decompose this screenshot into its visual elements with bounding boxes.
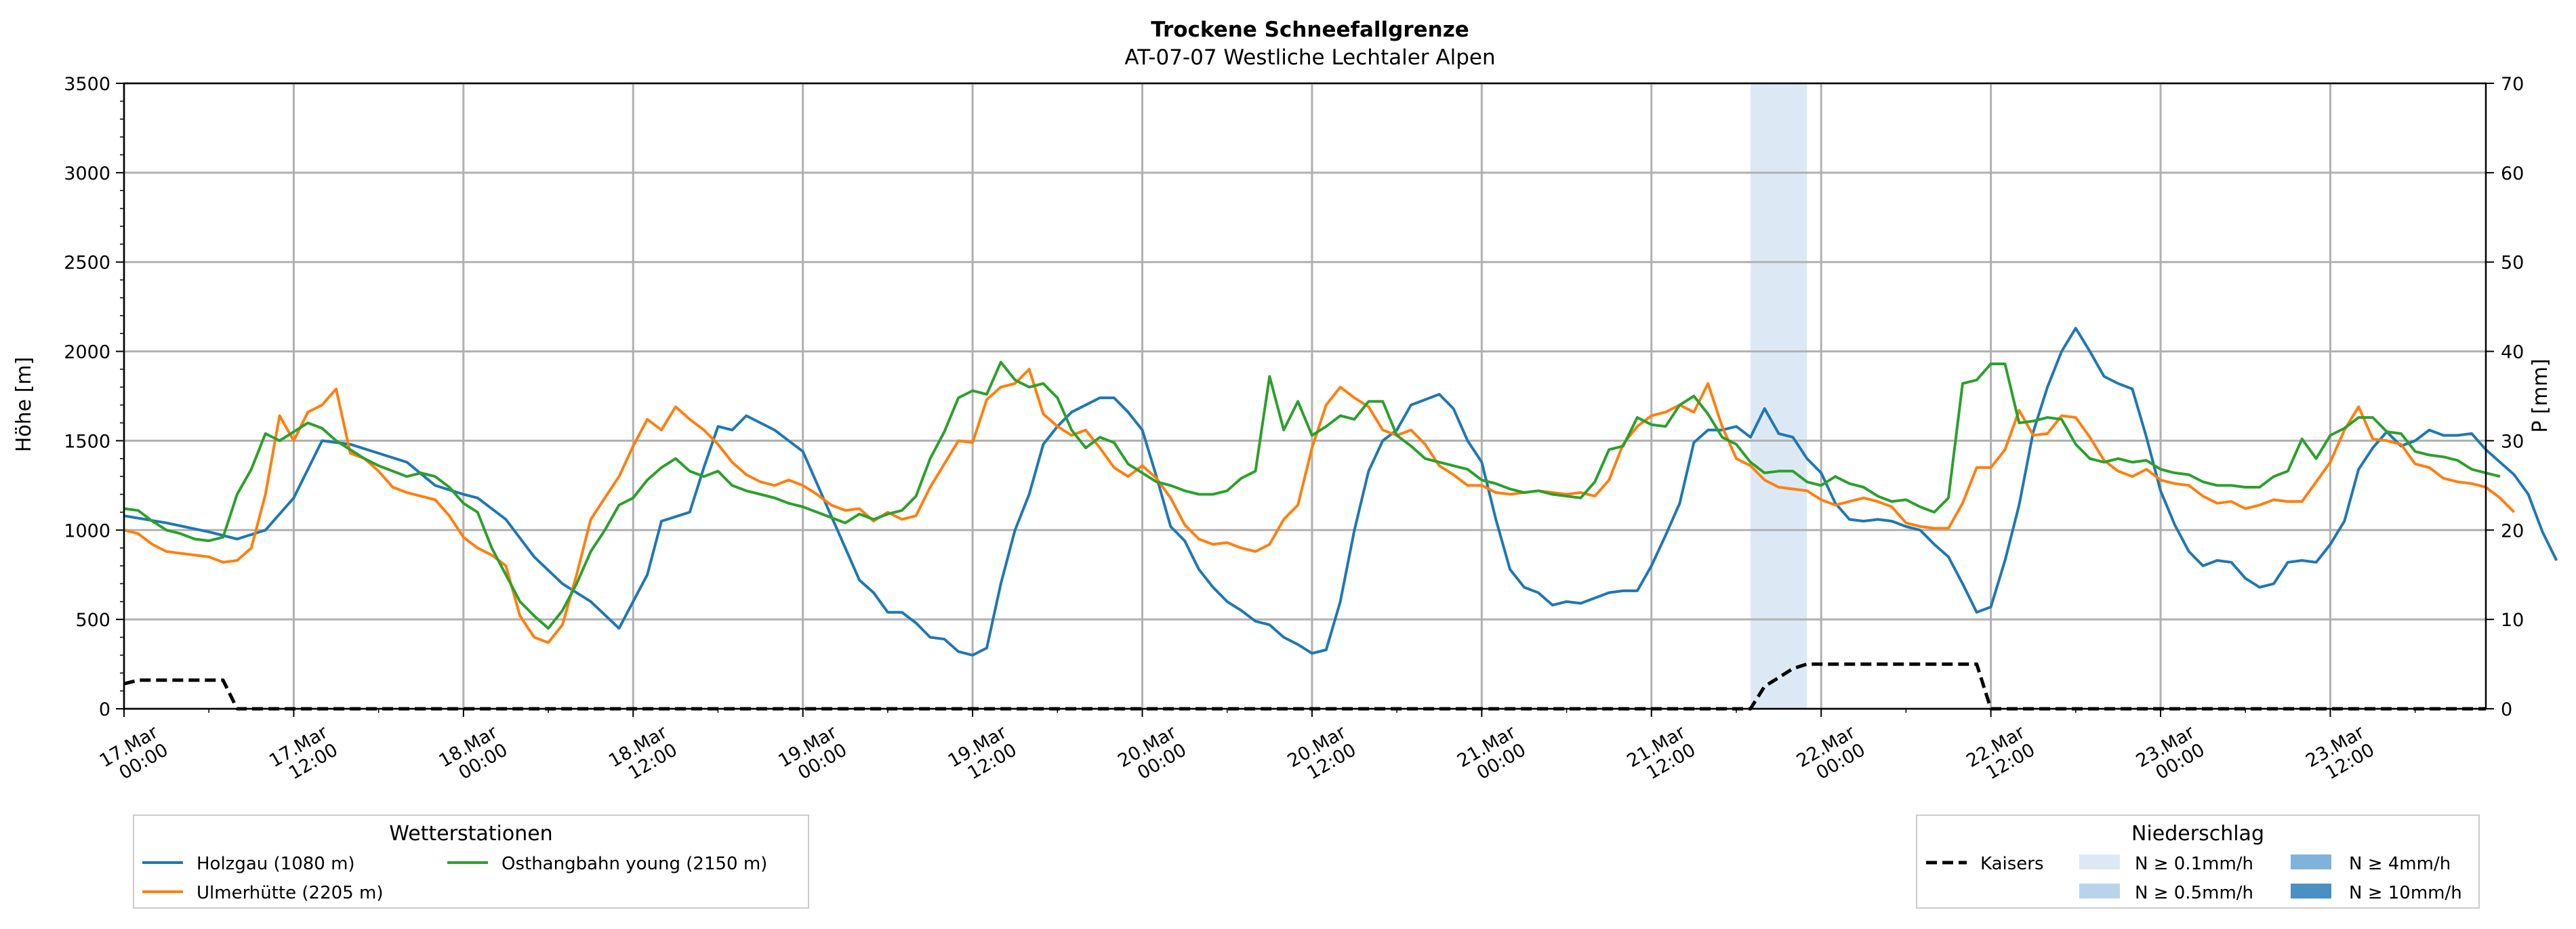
y2-tick-label-40: 40 bbox=[2501, 342, 2524, 363]
legend-label-precip-10: N ≥ 10mm/h bbox=[2349, 883, 2462, 903]
y-tick-label-1000: 1000 bbox=[64, 520, 110, 541]
legend-label-osthangbahn: Osthangbahn young (2150 m) bbox=[502, 854, 767, 874]
y2-tick-label-0: 0 bbox=[2501, 699, 2512, 720]
y-tick-label-500: 500 bbox=[75, 610, 110, 631]
y-tick-label-1500: 1500 bbox=[64, 431, 110, 452]
plot-frame bbox=[123, 82, 2487, 710]
legend-label-holzgau: Holzgau (1080 m) bbox=[197, 854, 355, 874]
legend-label-precip-0-5: N ≥ 0.5mm/h bbox=[2135, 883, 2253, 903]
y-axis-label: Höhe [m] bbox=[12, 357, 36, 453]
legend-swatch-precip-4 bbox=[2291, 854, 2331, 869]
series-line-1 bbox=[123, 367, 2516, 644]
plot-area: 0 500 1000 1500 2000 2500 3000 3500 0 10 20 30 40 50 6… bbox=[64, 74, 2558, 784]
y-tick-label-0: 0 bbox=[99, 699, 110, 720]
y-tick-label-3000: 3000 bbox=[64, 163, 110, 184]
legend-swatch-precip-10 bbox=[2291, 884, 2331, 899]
series-line-0 bbox=[123, 327, 2558, 657]
y-tick-label-3500: 3500 bbox=[64, 74, 110, 95]
chart-subtitle: AT-07-07 Westliche Lechtaler Alpen bbox=[1124, 45, 1495, 70]
precip-band-0 bbox=[1750, 83, 1807, 709]
chart-title: Trockene Schneefallgrenze bbox=[1151, 18, 1469, 42]
legend-left-title: Wetterstationen bbox=[389, 822, 552, 846]
legend-label-precip-0-1: N ≥ 0.1mm/h bbox=[2135, 854, 2253, 874]
legend-label-precip-4: N ≥ 4mm/h bbox=[2349, 854, 2451, 874]
legend-swatch-precip-0-5 bbox=[2079, 884, 2120, 899]
legend-right-frame bbox=[1916, 814, 2480, 909]
y-tick-label-2500: 2500 bbox=[64, 253, 110, 274]
legend-weather-stations: Wetterstationen Holzgau (1080 m) Ulmerhü… bbox=[133, 814, 809, 909]
plot-background bbox=[124, 83, 2486, 709]
legend-precipitation: Niederschlag Kaisers N ≥ 0.1mm/h N ≥ 0.5… bbox=[1916, 814, 2480, 909]
legend-label-ulmerhuette: Ulmerhütte (2205 m) bbox=[197, 883, 383, 903]
y2-tick-label-10: 10 bbox=[2501, 610, 2524, 631]
series-line-3 bbox=[123, 662, 2486, 711]
legend-label-kaisers: Kaisers bbox=[1980, 854, 2044, 874]
legend-swatch-precip-0-1 bbox=[2079, 854, 2120, 869]
y2-axis-label: P [mm] bbox=[2529, 358, 2552, 432]
series-line-2 bbox=[123, 360, 2501, 630]
legend-right-title: Niederschlag bbox=[2131, 822, 2264, 846]
y2-tick-label-50: 50 bbox=[2501, 253, 2524, 274]
y2-tick-label-70: 70 bbox=[2501, 74, 2524, 95]
y2-tick-label-30: 30 bbox=[2501, 431, 2524, 452]
y-tick-label-2000: 2000 bbox=[64, 342, 110, 363]
y2-tick-label-60: 60 bbox=[2501, 163, 2524, 184]
y2-tick-label-20: 20 bbox=[2501, 520, 2524, 541]
